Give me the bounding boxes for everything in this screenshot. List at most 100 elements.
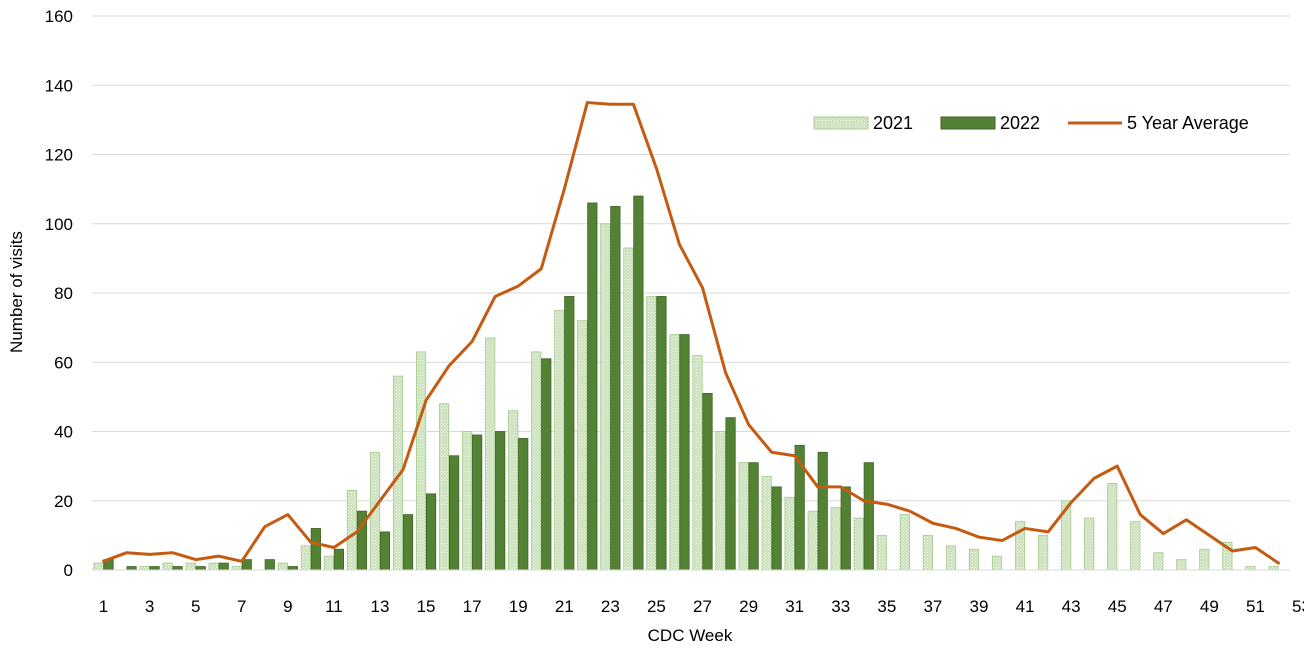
bar-2022 <box>425 493 437 571</box>
bar-2021 <box>485 337 496 571</box>
x-tick-label: 7 <box>237 597 246 616</box>
bar-2022 <box>840 486 851 571</box>
x-tick-label: 13 <box>371 597 390 616</box>
bars <box>93 195 1279 571</box>
bar-2021 <box>968 548 980 571</box>
x-tick-label: 53 <box>1292 597 1304 616</box>
bar-2021 <box>346 489 358 571</box>
y-tick-label: 120 <box>45 146 73 165</box>
x-axis-tick-labels: 1 3 5 7 9 11 13 15 17 19 21 23 25 27 29 31 33 35 37 39 41 43 4… <box>99 597 1304 616</box>
bar-2021 <box>623 247 634 571</box>
bar-2022 <box>610 206 621 571</box>
y-axis-title: Number of visits <box>7 231 26 353</box>
bar-2021 <box>669 334 680 571</box>
bar-2021 <box>531 351 542 571</box>
bar-2021 <box>554 309 565 571</box>
bar-2021 <box>600 223 611 571</box>
bar-2022 <box>126 566 137 571</box>
x-tick-label: 33 <box>831 597 850 616</box>
y-tick-label: 60 <box>54 353 73 372</box>
average-line <box>102 101 1280 565</box>
y-tick-label: 20 <box>54 492 73 511</box>
x-tick-label: 35 <box>877 597 896 616</box>
bar-2022 <box>495 431 506 571</box>
legend-swatch-2021 <box>813 116 869 130</box>
bar-2022 <box>771 486 782 571</box>
bar-2022 <box>587 202 598 571</box>
x-tick-label: 29 <box>739 597 758 616</box>
bar-2021 <box>1130 521 1141 571</box>
bar-2021 <box>991 555 1003 571</box>
x-tick-label: 51 <box>1246 597 1265 616</box>
bar-2022 <box>863 462 874 571</box>
x-axis-title: CDC Week <box>648 626 733 645</box>
bar-2022 <box>448 455 460 571</box>
bar-2021 <box>300 545 311 571</box>
bar-2022 <box>333 548 345 571</box>
y-tick-label: 80 <box>54 284 73 303</box>
bar-2022 <box>172 566 183 571</box>
x-tick-label: 17 <box>463 597 482 616</box>
x-tick-label: 5 <box>191 597 200 616</box>
bar-2021 <box>231 566 242 571</box>
bar-2021 <box>462 431 473 571</box>
bar-2022 <box>379 531 391 571</box>
legend-label-2022: 2022 <box>1000 113 1040 133</box>
legend-label-2021: 2021 <box>873 113 913 133</box>
bar-2022 <box>149 566 160 571</box>
gridlines <box>92 15 1290 502</box>
bar-2022 <box>725 417 736 571</box>
x-tick-label: 25 <box>647 597 666 616</box>
x-tick-label: 21 <box>555 597 574 616</box>
legend: 2021 2022 5 Year Average <box>813 113 1249 133</box>
bar-2021 <box>162 562 173 571</box>
bar-2021 <box>185 562 196 571</box>
bar-2022 <box>287 566 298 571</box>
x-tick-label: 23 <box>601 597 620 616</box>
x-tick-label: 15 <box>417 597 436 616</box>
bar-2021 <box>692 354 703 571</box>
bar-2021 <box>1199 548 1210 571</box>
bar-2021 <box>1268 566 1279 571</box>
bar-2021 <box>1107 483 1118 571</box>
bar-2022 <box>310 528 321 571</box>
bar-2021 <box>1037 534 1049 571</box>
bar-2022 <box>679 334 690 571</box>
bar-2022 <box>564 296 575 571</box>
y-tick-label: 40 <box>54 423 73 442</box>
bar-2021 <box>1084 517 1095 571</box>
bar-2021 <box>738 462 749 571</box>
y-tick-label: 160 <box>45 7 73 26</box>
bar-2021 <box>323 555 335 571</box>
bar-2021 <box>277 562 288 571</box>
bar-2021 <box>508 410 519 571</box>
x-tick-label: 9 <box>283 597 292 616</box>
x-tick-label: 45 <box>1108 597 1127 616</box>
x-tick-label: 19 <box>509 597 528 616</box>
y-tick-label: 140 <box>45 76 73 95</box>
bar-2022 <box>195 566 206 571</box>
bar-2021 <box>899 514 910 571</box>
bar-2022 <box>702 393 713 571</box>
bar-2021 <box>853 517 864 571</box>
bar-2022 <box>656 296 667 571</box>
bar-2022 <box>518 438 529 571</box>
bar-2022 <box>633 195 644 571</box>
bar-2022 <box>218 562 229 571</box>
y-tick-label: 0 <box>64 561 73 580</box>
bar-2021 <box>1153 552 1164 571</box>
bar-2021 <box>646 296 657 571</box>
y-axis-tick-labels: 0 20 40 60 80 100 120 140 160 <box>45 7 73 580</box>
bar-2021 <box>1245 566 1256 571</box>
x-tick-label: 47 <box>1154 597 1173 616</box>
x-tick-label: 27 <box>693 597 712 616</box>
x-tick-label: 41 <box>1016 597 1035 616</box>
x-tick-label: 11 <box>325 597 343 616</box>
x-tick-label: 1 <box>99 597 108 616</box>
bar-2021 <box>93 562 104 571</box>
bar-2021 <box>876 534 887 571</box>
bar-2022 <box>402 514 414 571</box>
x-tick-label: 37 <box>923 597 942 616</box>
